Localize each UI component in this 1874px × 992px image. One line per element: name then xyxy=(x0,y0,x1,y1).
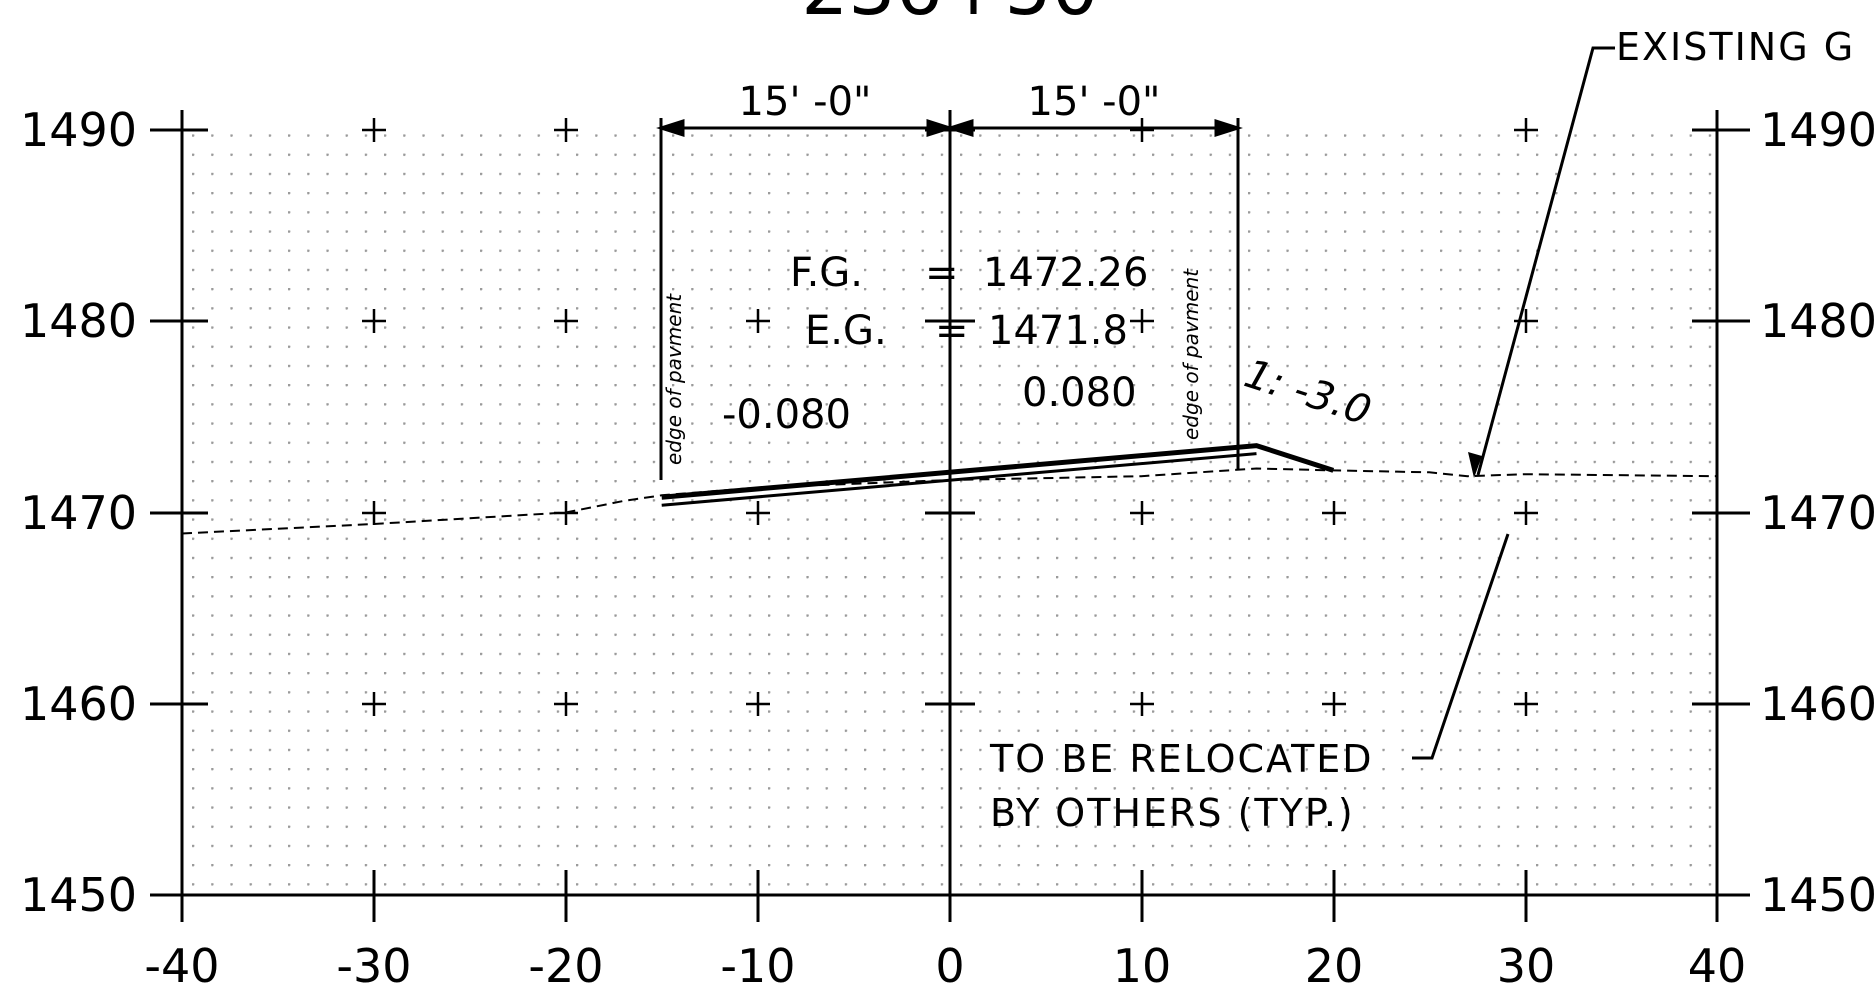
right-edge-label: edge of pavment xyxy=(1179,268,1203,440)
fg-label: F.G. xyxy=(790,250,863,296)
fg-equals: = xyxy=(925,250,959,296)
relocated-leader xyxy=(1412,533,1510,760)
y-tick-label: 1470 xyxy=(1760,486,1874,540)
x-tick-label: 40 xyxy=(1688,939,1747,992)
relocated-note-line1: TO BE RELOCATED xyxy=(989,737,1374,781)
x-tick-label: -30 xyxy=(336,939,411,992)
y-tick-label: 1460 xyxy=(1760,677,1874,731)
existing-leader-arrow xyxy=(1468,452,1482,478)
station-label: 236+50 xyxy=(801,0,1098,32)
left-slope-value: -0.080 xyxy=(722,392,851,438)
y-axis-labels-right: 1490 1480 1470 1460 1450 xyxy=(1760,103,1874,922)
width-dimension xyxy=(656,118,1243,480)
right-width-label: 15' -0" xyxy=(1028,79,1161,125)
x-tick-label: 10 xyxy=(1113,939,1172,992)
x-tick-marks xyxy=(180,870,1719,922)
y-tick-label: 1480 xyxy=(20,294,137,348)
right-slope-value: 0.080 xyxy=(1022,370,1137,416)
existing-leader xyxy=(1476,46,1615,476)
x-tick-label: -20 xyxy=(528,939,603,992)
x-axis-labels: -40 -30 -20 -10 0 10 20 30 40 xyxy=(144,939,1746,992)
y-axis-labels-left: 1490 1480 1470 1460 1450 xyxy=(20,103,137,922)
eg-label: E.G. xyxy=(805,308,887,354)
y-tick-label: 1490 xyxy=(20,103,137,157)
y-tick-label: 1480 xyxy=(1760,294,1874,348)
grid-crosshairs xyxy=(362,118,1538,716)
x-tick-label: 30 xyxy=(1497,939,1556,992)
existing-ground-line xyxy=(181,467,1718,535)
x-tick-label: 0 xyxy=(935,939,964,992)
y-tick-marks xyxy=(150,128,1750,706)
x-tick-label: -40 xyxy=(144,939,219,992)
finished-grade-line xyxy=(661,443,1335,500)
fg-value: 1472.26 xyxy=(983,250,1148,296)
y-tick-label: 1470 xyxy=(20,486,137,540)
profile-lines xyxy=(181,443,1718,535)
x-tick-label: -10 xyxy=(720,939,795,992)
eg-equals: = xyxy=(935,308,969,354)
y-tick-label: 1490 xyxy=(1760,103,1874,157)
existing-note: EXISTING G xyxy=(1616,25,1855,69)
y-tick-label: 1450 xyxy=(20,868,137,922)
relocated-note-line2: BY OTHERS (TYP.) xyxy=(990,791,1355,835)
y-tick-label: 1450 xyxy=(1760,868,1874,922)
y-tick-label: 1460 xyxy=(20,677,137,731)
left-edge-label: edge of pavment xyxy=(662,293,686,465)
x-tick-label: 20 xyxy=(1305,939,1364,992)
eg-value: 1471.8 xyxy=(988,308,1128,354)
pavement-bottom-line xyxy=(661,452,1257,507)
left-width-label: 15' -0" xyxy=(739,79,872,125)
